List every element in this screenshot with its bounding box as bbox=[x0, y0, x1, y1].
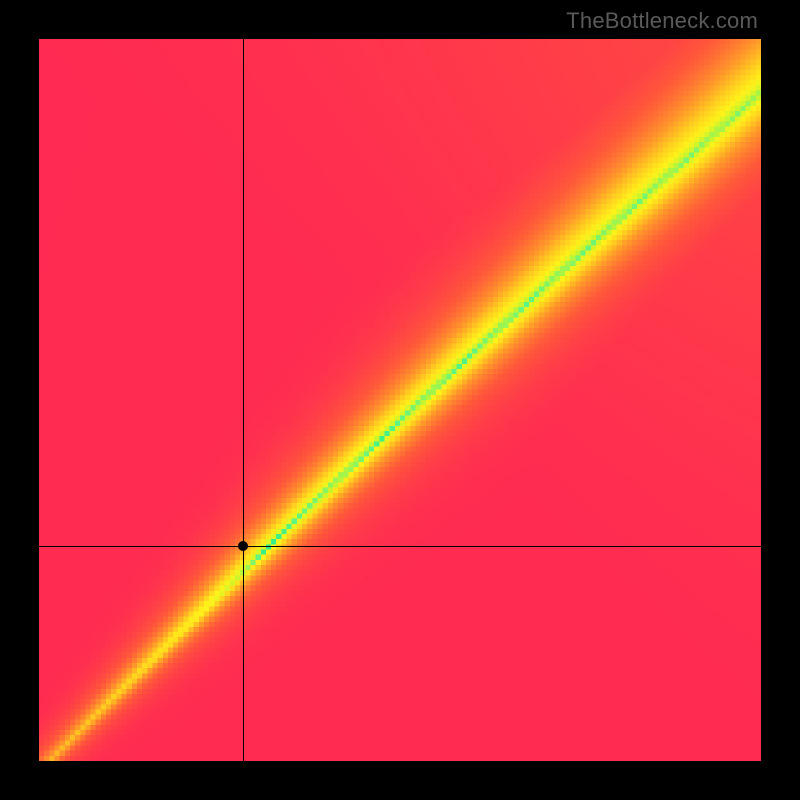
bottleneck-heatmap bbox=[39, 39, 761, 761]
watermark-text: TheBottleneck.com bbox=[566, 8, 758, 34]
crosshair-vertical bbox=[243, 39, 244, 761]
crosshair-horizontal bbox=[39, 546, 761, 547]
marker-dot bbox=[238, 541, 248, 551]
plot-frame bbox=[34, 34, 766, 766]
plot-area bbox=[39, 39, 761, 761]
